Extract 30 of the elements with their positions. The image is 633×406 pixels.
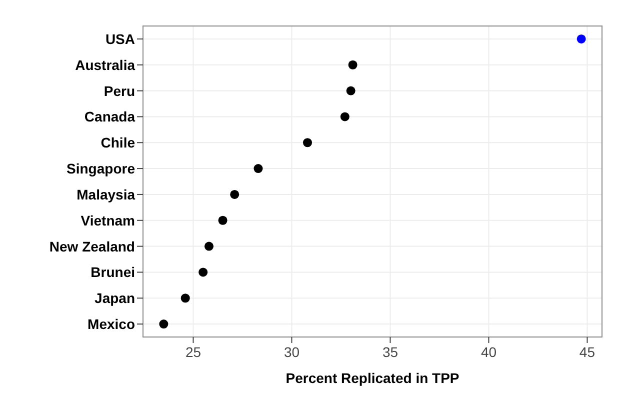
y-tick-label: Mexico bbox=[88, 316, 135, 332]
point bbox=[198, 268, 208, 277]
point bbox=[576, 34, 586, 44]
point bbox=[218, 216, 228, 225]
point bbox=[180, 294, 190, 303]
x-tick-label: 35 bbox=[382, 344, 398, 360]
y-tick-label: Vietnam bbox=[80, 212, 135, 228]
x-tick-label: 30 bbox=[284, 344, 300, 360]
y-tick-label: Japan bbox=[94, 290, 135, 306]
y-tick-label: USA bbox=[105, 30, 135, 47]
point bbox=[346, 86, 356, 96]
y-tick-label: Peru bbox=[104, 82, 135, 99]
x-tick-label: 45 bbox=[579, 344, 596, 360]
point bbox=[254, 164, 263, 174]
y-tick-label: New Zealand bbox=[49, 238, 135, 254]
point bbox=[348, 60, 358, 70]
point bbox=[230, 190, 240, 199]
x-tick-label: 40 bbox=[480, 344, 497, 360]
point bbox=[302, 138, 312, 148]
x-tick-label: 25 bbox=[185, 344, 202, 360]
point bbox=[159, 320, 168, 329]
y-tick-label: Chile bbox=[100, 134, 136, 151]
y-tick-label: Canada bbox=[84, 108, 136, 125]
point bbox=[340, 112, 350, 122]
y-tick-label: Brunei bbox=[90, 264, 135, 280]
x-axis-title: Percent Replicated in TPP bbox=[286, 370, 460, 386]
y-tick-label: Australia bbox=[75, 56, 136, 73]
point bbox=[204, 242, 214, 251]
y-tick-label: Malaysia bbox=[76, 186, 136, 202]
y-tick-label: Singapore bbox=[66, 160, 136, 177]
